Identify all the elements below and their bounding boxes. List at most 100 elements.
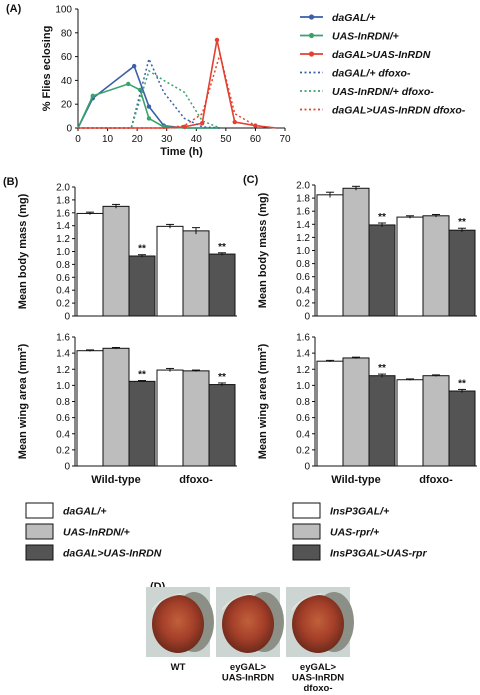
legend-entry: UAS-InRDN/+ dfoxo-	[332, 86, 434, 98]
y-tick-label-c-mass: 1.6	[296, 207, 310, 218]
y-tick-label-b-wing: 0.6	[56, 413, 70, 424]
y-tick-label-c-mass: 0.6	[296, 272, 310, 283]
y-tick-label-c-wing: 1.4	[296, 349, 310, 360]
data-point	[146, 104, 152, 109]
y-tick-label-b-mass: 0.4	[56, 286, 70, 297]
y-tick-label-a: 20	[61, 100, 73, 111]
y-tick-label-b-mass: 1.0	[56, 247, 70, 258]
legend-swatch-c	[292, 502, 321, 519]
significance-marker: **	[458, 378, 466, 389]
bar-c-mass	[368, 224, 396, 317]
eye-caption: dfoxo-	[303, 683, 332, 694]
y-tick-label-b-mass: 0.6	[56, 273, 70, 284]
significance-marker: **	[378, 212, 386, 223]
data-point	[126, 81, 131, 87]
y-tick-label-b-wing: 0	[64, 462, 70, 473]
y-tick-label-b-wing: 0.2	[56, 445, 70, 456]
bar-c-mass	[396, 216, 424, 317]
y-tick-label-c-mass: 1.0	[296, 246, 310, 257]
x-tick-label-a: 60	[250, 134, 262, 145]
x-tick-label-a: 50	[220, 134, 232, 145]
bar-b-wing	[128, 380, 156, 467]
bristle	[291, 593, 323, 611]
y-tick-label-c-wing: 0	[304, 462, 310, 473]
legend-entry: daGAL>UAS-InRDN	[332, 49, 431, 61]
y-tick-label-c-mass: 0	[304, 312, 310, 323]
bar-c-mass	[422, 215, 450, 317]
category-label-c-wing: dfoxo-	[419, 474, 453, 486]
data-point	[214, 37, 220, 43]
data-point	[90, 93, 95, 99]
x-tick-label-a: 40	[191, 134, 203, 145]
significance-marker: **	[218, 372, 226, 383]
data-point	[131, 63, 137, 69]
data-point	[146, 116, 152, 121]
significance-marker: **	[138, 370, 146, 381]
legend-swatch-c	[292, 523, 321, 540]
bar-c-mass	[342, 187, 370, 317]
y-tick-label-c-mass: 1.4	[296, 220, 310, 231]
y-tick-label-c-mass: 1.2	[296, 233, 310, 244]
legend-entry-b: daGAL/+	[63, 506, 106, 518]
legend-entry-c: UAS-rpr/+	[330, 527, 379, 539]
panel-label-b-mass: (B)	[3, 176, 19, 188]
y-tick-label-a: 80	[61, 28, 73, 39]
category-label-b-wing: dfoxo-	[179, 474, 213, 486]
bar-b-mass	[156, 225, 184, 317]
legend-entry: daGAL/+	[332, 12, 375, 24]
series-line-2	[78, 39, 277, 129]
y-tick-label-b-mass: 1.8	[56, 195, 70, 206]
y-axis-label-b-mass: Mean body mass (mg)	[17, 193, 29, 309]
bar-b-mass	[76, 212, 104, 317]
legend-swatch-b	[25, 523, 54, 540]
y-tick-label-b-mass: 0	[64, 312, 70, 323]
data-point	[232, 119, 237, 125]
legend-entry: daGAL>UAS-InRDN dfoxo-	[332, 105, 466, 117]
legend-marker	[308, 14, 315, 20]
eye-caption: eyGAL>	[230, 662, 267, 673]
legend-entry-b: UAS-InRDN/+	[63, 527, 130, 539]
y-tick-label-c-mass: 0.8	[296, 259, 310, 270]
y-tick-label-b-wing: 1.4	[56, 349, 70, 360]
x-tick-label-a: 70	[279, 134, 291, 145]
legend-swatch-c	[292, 544, 321, 561]
legend-entry-c: InsP3GAL>UAS-rpr	[330, 548, 427, 560]
y-axis-label-c-mass: Mean body mass (mg)	[257, 192, 269, 308]
bar-c-wing	[422, 375, 450, 467]
significance-marker: **	[218, 242, 226, 253]
y-tick-label-b-wing: 1.6	[56, 333, 70, 344]
bar-b-wing	[102, 347, 130, 467]
y-tick-label-b-mass: 2.0	[56, 183, 70, 194]
y-tick-label-a: 40	[61, 76, 73, 87]
legend-marker	[308, 51, 315, 57]
x-tick-label-a: 10	[102, 134, 114, 145]
bristle	[221, 593, 253, 611]
legend-entry-c: InsP3GAL/+	[330, 506, 389, 518]
y-tick-label-c-mass: 1.8	[296, 194, 310, 205]
y-tick-label-b-wing: 0.8	[56, 397, 70, 408]
bar-c-wing	[342, 357, 370, 467]
eye-caption: UAS-InRDN	[222, 673, 274, 684]
x-axis-label-a: Time (h)	[160, 146, 203, 158]
legend-swatch-b	[25, 502, 54, 519]
eye-photo	[286, 587, 354, 657]
compound-eye	[222, 595, 274, 653]
y-tick-label-c-wing: 0.4	[296, 429, 310, 440]
bar-b-mass	[102, 205, 130, 317]
y-tick-label-c-wing: 0.8	[296, 397, 310, 408]
bristle	[151, 593, 183, 611]
y-axis-label-a: % Flies eclosing	[41, 26, 53, 112]
eye-photo	[216, 587, 284, 657]
panel-a-label: (A)	[6, 3, 22, 15]
y-tick-label-b-mass: 1.6	[56, 208, 70, 219]
y-tick-label-c-wing: 1.6	[296, 333, 310, 344]
y-axis-label-b-wing: Mean wing area (mm²)	[17, 343, 29, 459]
y-tick-label-c-mass: 2.0	[296, 181, 310, 192]
x-tick-label-a: 0	[75, 134, 81, 145]
y-tick-label-b-wing: 0.4	[56, 429, 70, 440]
legend-swatch-b	[25, 544, 54, 561]
y-tick-label-a: 100	[55, 5, 72, 16]
data-point	[182, 124, 187, 130]
legend-entry: UAS-InRDN/+	[332, 31, 399, 43]
